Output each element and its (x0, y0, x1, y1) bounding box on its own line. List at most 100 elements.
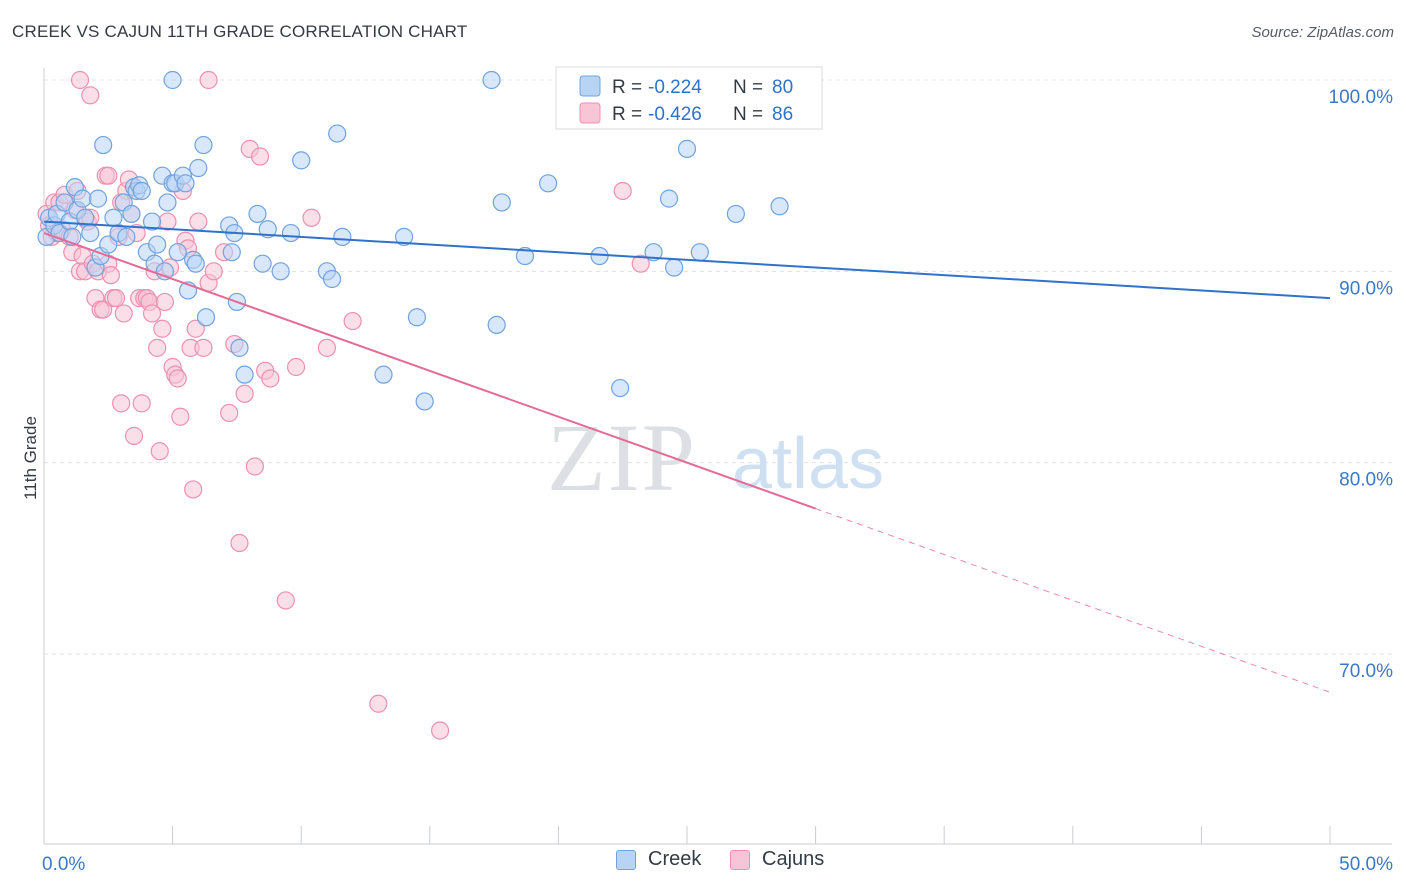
legend-swatch-creek (579, 75, 601, 97)
creek-point (271, 262, 290, 281)
legend-n-label-creek: N = (733, 77, 763, 98)
creek-point (235, 365, 254, 384)
tick-labels: 70.0% 80.0% 90.0% 100.0% 0.0% 50.0% (42, 87, 1393, 875)
legend-n-value-creek: 80 (772, 77, 793, 98)
cajun-point (199, 70, 218, 90)
cajun-point (261, 369, 280, 388)
creek-point (132, 181, 151, 201)
creek-point (415, 392, 434, 411)
creek-point (665, 258, 684, 277)
creek-point (163, 70, 182, 90)
cajun-point (150, 442, 169, 461)
cajun-trend-line (43, 232, 816, 510)
legend-label-cajuns: Cajuns (762, 848, 825, 870)
cajun-point (220, 403, 239, 423)
creek-point (611, 378, 630, 398)
creek-point (492, 193, 511, 212)
cajun-point (631, 254, 650, 273)
cajun-point (158, 212, 177, 231)
creek-point (81, 223, 100, 243)
creek-point (189, 158, 208, 178)
creek-point (659, 189, 679, 208)
creek-point (176, 174, 195, 193)
cajun-point (155, 292, 174, 312)
creek-point (73, 189, 92, 208)
cajun-point (106, 289, 126, 308)
cajun-point (153, 319, 172, 338)
cajun-point (94, 300, 113, 319)
series-legend: Creek Cajuns (0, 848, 1406, 880)
cajun-point (70, 70, 90, 90)
y-tick-label: 70.0% (1339, 661, 1393, 682)
creek-point (328, 124, 347, 143)
creek-point (88, 189, 108, 208)
cajun-point (184, 480, 203, 499)
creek-point (374, 365, 393, 384)
creek-point (677, 139, 697, 158)
creek-point (258, 220, 277, 239)
y-tick-label: 100.0% (1329, 87, 1394, 108)
legend-r-value-creek: -0.224 (648, 77, 702, 98)
y-tick-label: 80.0% (1339, 470, 1393, 491)
legend-r-label-cajuns: R = (612, 104, 642, 125)
creek-point (168, 243, 187, 262)
legend-swatch-cajuns-bottom (730, 849, 750, 870)
cajun-point (171, 407, 190, 426)
creek-point (590, 246, 609, 266)
cajun-point (186, 319, 205, 338)
creek-point (281, 223, 301, 243)
watermark-atlas: atlas (732, 424, 884, 504)
creek-point (99, 235, 118, 254)
creek-point (726, 204, 745, 224)
creek-point (539, 174, 558, 193)
creek-point (515, 246, 535, 266)
cajun-point (142, 304, 162, 323)
creek-point (394, 227, 414, 246)
legend-label-creek: Creek (648, 848, 702, 870)
axes (43, 68, 1392, 845)
y-axis-label: 11th Grade (21, 416, 40, 500)
cajun-point (99, 166, 118, 185)
cajun-point (302, 208, 321, 227)
creek-point (158, 193, 177, 212)
cajun-point (168, 369, 187, 388)
cajun-point (112, 394, 131, 413)
chart-title: CREEK VS CAJUN 11TH GRADE CORRELATION CH… (12, 22, 468, 41)
creek-point (770, 197, 789, 216)
creek-point (333, 227, 352, 246)
cajun-point (369, 694, 388, 713)
cajun-point (317, 338, 337, 357)
creek-point (644, 243, 663, 262)
creek-point (322, 269, 342, 289)
creek-point (94, 135, 113, 155)
creek-point (104, 208, 123, 227)
cajun-point (235, 384, 254, 403)
creek-point (248, 204, 267, 224)
legend-n-label-cajuns: N = (733, 104, 763, 125)
stats-legend: R = -0.224 N = 80 R = -0.426 N = 86 (555, 66, 823, 130)
x-tick-label-min: 0.0% (42, 854, 85, 875)
legend-swatch-cajuns (579, 102, 601, 124)
legend-item-creek: Creek (616, 848, 701, 871)
gridlines (44, 79, 1392, 655)
cajun-point (189, 212, 208, 231)
cajun-point (114, 304, 133, 323)
legend-swatch-creek-bottom (616, 849, 636, 870)
creek-point (230, 338, 249, 357)
y-tick-label: 90.0% (1339, 278, 1393, 299)
cajun-point (245, 457, 265, 476)
creek-point (148, 235, 167, 254)
creek-trend-line (43, 220, 1331, 300)
cajun-point (430, 721, 450, 740)
cajun-point (101, 266, 120, 285)
cajun-point (343, 311, 362, 331)
creek-point (253, 254, 272, 273)
trend-lines (43, 220, 1331, 693)
cajun-point (230, 533, 249, 553)
cajun-point (276, 591, 295, 610)
creek-point (292, 151, 311, 170)
cajun-point (194, 338, 213, 357)
x-tick-label-max: 50.0% (1339, 854, 1393, 875)
watermark: ZIP atlas (547, 404, 884, 511)
